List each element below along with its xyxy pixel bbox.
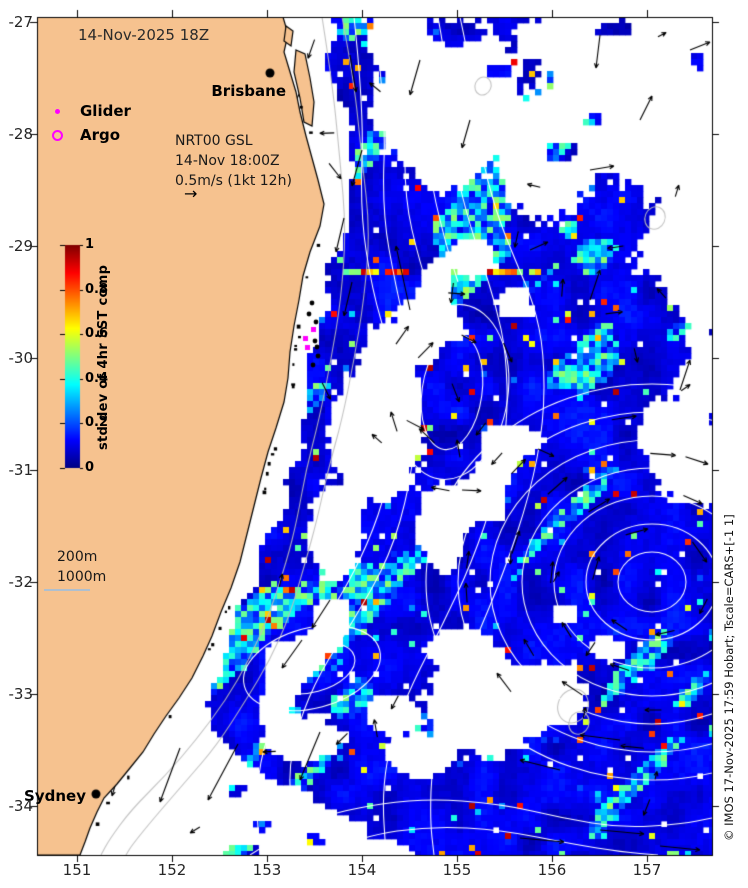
legend-glider-label: Glider [80,102,131,120]
annotation-line-3: 0.5m/s (1kt 12h) [175,173,292,189]
datetime-label: 14-Nov-2025 18Z [78,26,210,44]
x-tick-label: 155 [442,861,472,879]
colorbar-tick-label: 0.6 [85,326,109,342]
x-tick-label: 154 [347,861,377,879]
annotation-line-1: NRT00 GSL [175,133,253,149]
y-tick-label: -33 [8,685,34,703]
colorbar-tick-label: 0.2 [85,415,109,431]
colorbar-tick-label: 1 [85,237,95,252]
y-tick-label: -28 [8,125,34,143]
colorbar-tick-label: 0.4 [85,370,109,386]
depth-1000m-label: 1000m [57,569,107,585]
x-tick-label: 152 [157,861,187,879]
colorbar-tick-label: 0.8 [85,281,109,297]
velocity-scale-arrow-icon: → [184,184,198,203]
copyright-label: © IMOS 17-Nov-2025 17:59 Hobart; Tscale=… [722,514,736,841]
x-tick-label: 157 [632,861,662,879]
depth-200m-label: 200m [57,549,98,565]
legend-argo-label: Argo [80,126,121,144]
y-tick-label: -31 [8,461,34,479]
colorbar-title: std dev of 4hr SST comp [96,264,111,450]
y-tick-label: -29 [8,237,34,255]
depth-legend: 200m 1000m [57,547,106,587]
depth-contour-sample-line [44,589,90,591]
y-tick-label: -30 [8,349,34,367]
y-tick-label: -34 [8,797,34,815]
x-tick-label: 153 [252,861,282,879]
x-tick-label: 156 [537,861,567,879]
city-label-brisbane: Brisbane [211,82,286,100]
city-label-sydney: Sydney [24,787,86,805]
glider-marker-icon [55,109,60,114]
annotation-line-2: 14-Nov 18:00Z [175,153,280,169]
y-tick-label: -32 [8,573,34,591]
y-tick-label: -27 [8,13,34,31]
argo-marker-icon [52,130,63,141]
colorbar-tick-label: 0 [85,460,95,475]
x-tick-label: 151 [62,861,92,879]
model-annotation: NRT00 GSL 14-Nov 18:00Z 0.5m/s (1kt 12h) [175,131,292,191]
